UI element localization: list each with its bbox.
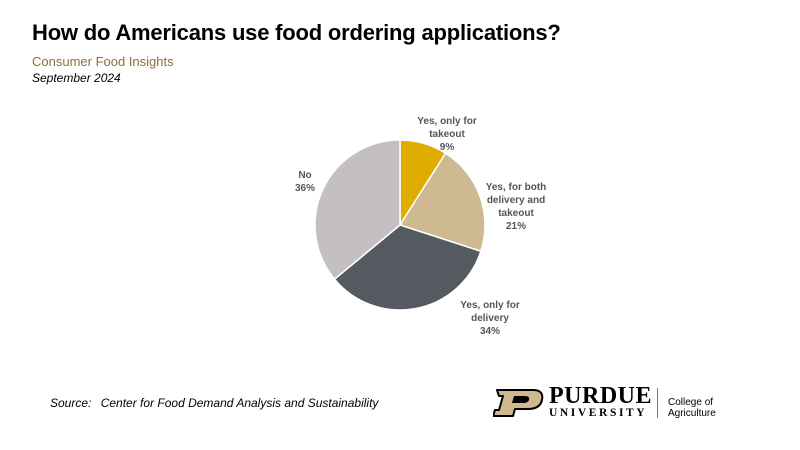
slice-label: Yes, only for delivery 34%	[460, 300, 520, 337]
purdue-p-logo-icon	[493, 389, 544, 417]
slice-label: No 36%	[295, 170, 315, 194]
chart-subtitle: Consumer Food Insights	[32, 54, 174, 69]
logo-divider	[657, 388, 658, 418]
source-note: Source: Center for Food Demand Analysis …	[50, 396, 378, 410]
pie-slice	[398, 152, 486, 253]
logo-university: UNIVERSITY	[549, 407, 648, 419]
pie-slice	[333, 224, 482, 311]
chart-date: September 2024	[32, 71, 121, 85]
chart-title: How do Americans use food ordering appli…	[32, 20, 561, 45]
logo-college: College of Agriculture	[668, 397, 716, 419]
source-label: Source:	[50, 396, 92, 410]
logo-wordmark: PURDUE	[549, 383, 652, 409]
source-text: Center for Food Demand Analysis and Sust…	[100, 396, 379, 410]
slice-label: Yes, for both delivery and takeout 21%	[486, 182, 547, 232]
purdue-logo: PURDUE UNIVERSITY College of Agriculture	[493, 383, 753, 420]
slice-label: Yes, only for takeout 9%	[417, 116, 477, 153]
pie-slice	[314, 139, 401, 281]
